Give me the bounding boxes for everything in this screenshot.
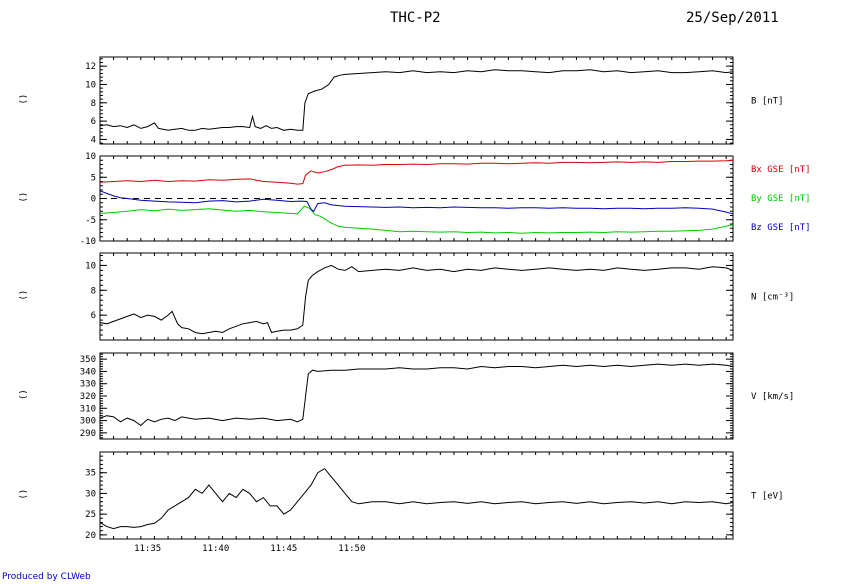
y-axis-label: T [eV] [751, 492, 784, 502]
chart-date: 25/Sep/2011 [686, 10, 779, 26]
panel-unit-label: () [19, 192, 29, 203]
y-tick-label: 10 [85, 261, 96, 271]
y-tick-label: 300 [80, 417, 96, 427]
panel-unit-label: () [19, 389, 29, 400]
panel-frame [99, 252, 734, 341]
y-tick-label: 350 [80, 355, 96, 365]
panel-frame [99, 56, 734, 145]
y-tick-label: 290 [80, 429, 96, 439]
series-line-panel3 [99, 264, 734, 335]
y-tick-label: 8 [91, 286, 96, 296]
series-line-bx [99, 159, 734, 185]
x-tick-label: 11:40 [202, 544, 229, 554]
y-tick-label: 6 [91, 311, 96, 321]
chart-title: THC-P2 [390, 10, 441, 26]
y-tick-label: 25 [85, 510, 96, 520]
y-tick-label: 330 [80, 380, 96, 390]
y-tick-label: 35 [85, 469, 96, 479]
credit-label: Produced by CLWeb [2, 572, 91, 582]
y-tick-label: 30 [85, 489, 96, 499]
x-tick-label: 11:45 [270, 544, 297, 554]
y-tick-label: -5 [85, 216, 96, 226]
panel-unit-label: () [19, 489, 29, 500]
y-tick-label: 320 [80, 392, 96, 402]
y-tick-label: 4 [91, 135, 96, 145]
y-tick-label: 6 [91, 117, 96, 127]
y-axis-label: B [nT] [751, 97, 784, 107]
series-line-panel5 [99, 467, 734, 530]
panel-frame [99, 451, 734, 540]
y-tick-label: 10 [85, 80, 96, 90]
y-tick-label: 5 [91, 173, 96, 183]
y-axis-label: N [cm⁻³] [751, 293, 794, 303]
series-line-bz [99, 190, 734, 215]
y-tick-label: 12 [85, 62, 96, 72]
y-tick-label: 340 [80, 367, 96, 377]
series-line-panel1 [99, 69, 734, 131]
panel-unit-label: () [19, 94, 29, 105]
legend-entry: By GSE [nT] [751, 194, 811, 204]
y-tick-label: 0 [91, 195, 96, 205]
y-tick-label: 310 [80, 404, 96, 414]
x-tick-label: 11:35 [134, 544, 161, 554]
legend-entry: Bx GSE [nT] [751, 165, 811, 175]
x-tick-label: 11:50 [338, 544, 365, 554]
y-tick-label: 20 [85, 531, 96, 541]
y-axis-label: V [km/s] [751, 392, 794, 402]
series-line-by [99, 205, 734, 234]
panel-unit-label: () [19, 290, 29, 301]
legend-entry: Bz GSE [nT] [751, 223, 811, 233]
panel-frame [99, 155, 734, 242]
y-tick-label: 8 [91, 99, 96, 109]
y-tick-label: 10 [85, 152, 96, 162]
y-tick-label: -10 [80, 237, 96, 247]
series-line-panel4 [99, 363, 734, 427]
